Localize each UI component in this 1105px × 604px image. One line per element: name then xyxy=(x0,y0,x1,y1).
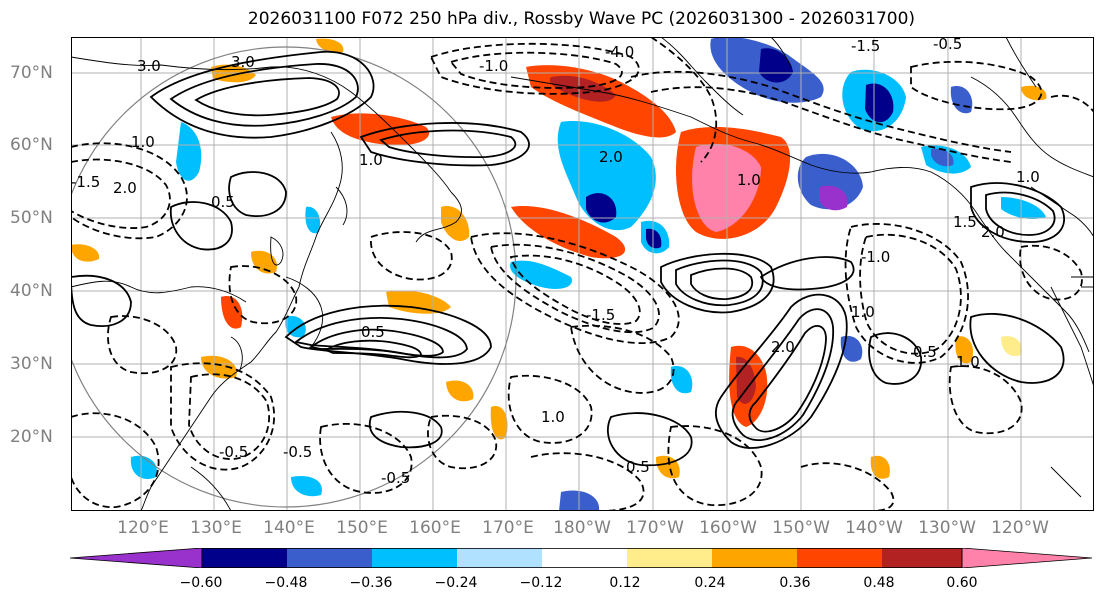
contour-label: 1.0 xyxy=(131,133,155,151)
colorbar-segment xyxy=(372,548,457,568)
map-title: 2026031100 F072 250 hPa div., Rossby Wav… xyxy=(247,9,916,29)
lat-label: 20°N xyxy=(10,427,53,447)
lat-label: 60°N xyxy=(10,135,53,155)
contour-label: -0.5 xyxy=(381,469,410,487)
divergence-shading xyxy=(71,37,1047,511)
contour-label: 3.0 xyxy=(231,53,255,71)
lon-label: 130°W xyxy=(918,518,976,538)
positive-contours xyxy=(71,51,1066,467)
lon-label: 120°E xyxy=(117,518,169,538)
contour-label: -0.5 xyxy=(283,443,312,461)
contour-label: -0.5 xyxy=(219,443,248,461)
contour-label: 3.0 xyxy=(137,57,161,75)
contour-label: 1.0 xyxy=(956,353,980,371)
colorbar-tick: 0.48 xyxy=(863,575,895,591)
lon-label: 140°W xyxy=(845,518,903,538)
colorbar-tick: −0.48 xyxy=(264,575,308,591)
colorbar-segment xyxy=(202,548,287,568)
colorbar-segment xyxy=(712,548,797,568)
lat-label: 50°N xyxy=(10,208,53,228)
contour-label: -1.5 xyxy=(851,37,880,55)
contour-label: 2.0 xyxy=(599,148,623,166)
negative-contours xyxy=(71,37,1094,511)
contour-label: -1.0 xyxy=(479,57,508,75)
contour-label: 2.0 xyxy=(981,223,1005,241)
lon-label: 160°E xyxy=(409,518,461,538)
contour-label: 1.0 xyxy=(359,151,383,169)
colorbar-segment xyxy=(287,548,372,568)
contour-label: 2.0 xyxy=(113,179,137,197)
lat-label: 40°N xyxy=(10,281,53,301)
colorbar xyxy=(70,548,1093,568)
contour-label: 1.0 xyxy=(541,408,565,426)
contour-label: 0.5 xyxy=(211,193,235,211)
lat-label: 70°N xyxy=(10,63,53,83)
lon-label: 120°W xyxy=(991,518,1049,538)
contour-label: 1.0 xyxy=(1016,168,1040,186)
colorbar-segment xyxy=(70,548,203,568)
contour-label: 0.5 xyxy=(626,458,650,476)
colorbar-tick: −0.24 xyxy=(434,575,478,591)
contour-label: -4.0 xyxy=(605,43,634,61)
colorbar-tick: 0.36 xyxy=(779,575,811,591)
lon-label: 180°W xyxy=(553,518,611,538)
lat-label: 30°N xyxy=(10,354,53,374)
lon-label: 160°W xyxy=(699,518,757,538)
colorbar-segment xyxy=(627,548,712,568)
lon-label: 130°E xyxy=(190,518,242,538)
coastlines xyxy=(71,37,1094,511)
contour-label: 0.5 xyxy=(913,343,937,361)
contour-label: 0.5 xyxy=(361,323,385,341)
colorbar-segment xyxy=(457,548,542,568)
lon-label: 150°W xyxy=(772,518,830,538)
map-panel: -4.0 -1.0 -1.5 -0.5 -0.5 -0.5 -1.5 -1.0 … xyxy=(71,37,1094,511)
contour-label: 1.0 xyxy=(851,303,875,321)
lon-label: 140°E xyxy=(263,518,315,538)
lon-label: 170°E xyxy=(482,518,534,538)
contour-label: 1.0 xyxy=(737,171,761,189)
lon-label: 170°W xyxy=(626,518,684,538)
colorbar-segment xyxy=(961,548,1093,568)
contour-label: 2.0 xyxy=(771,338,795,356)
colorbar-segment xyxy=(542,548,627,568)
contour-label: 1.5 xyxy=(953,213,977,231)
colorbar-tick: 0.12 xyxy=(609,575,641,591)
contour-label: -1.5 xyxy=(586,306,615,324)
colorbar-tick: 0.60 xyxy=(946,575,978,591)
lon-label: 150°E xyxy=(336,518,388,538)
colorbar-segment xyxy=(882,548,962,568)
reference-circle xyxy=(71,46,517,508)
colorbar-tick: −0.12 xyxy=(519,575,563,591)
colorbar-segment xyxy=(797,548,882,568)
colorbar-tick: −0.36 xyxy=(349,575,393,591)
colorbar-tick: −0.60 xyxy=(179,575,223,591)
colorbar-tick: 0.24 xyxy=(694,575,726,591)
contour-label: -1.0 xyxy=(861,248,890,266)
contour-label: -0.5 xyxy=(933,37,962,53)
contour-label: -1.5 xyxy=(71,173,100,191)
contour-labels: -4.0 -1.0 -1.5 -0.5 -0.5 -0.5 -1.5 -1.0 … xyxy=(71,37,1040,487)
